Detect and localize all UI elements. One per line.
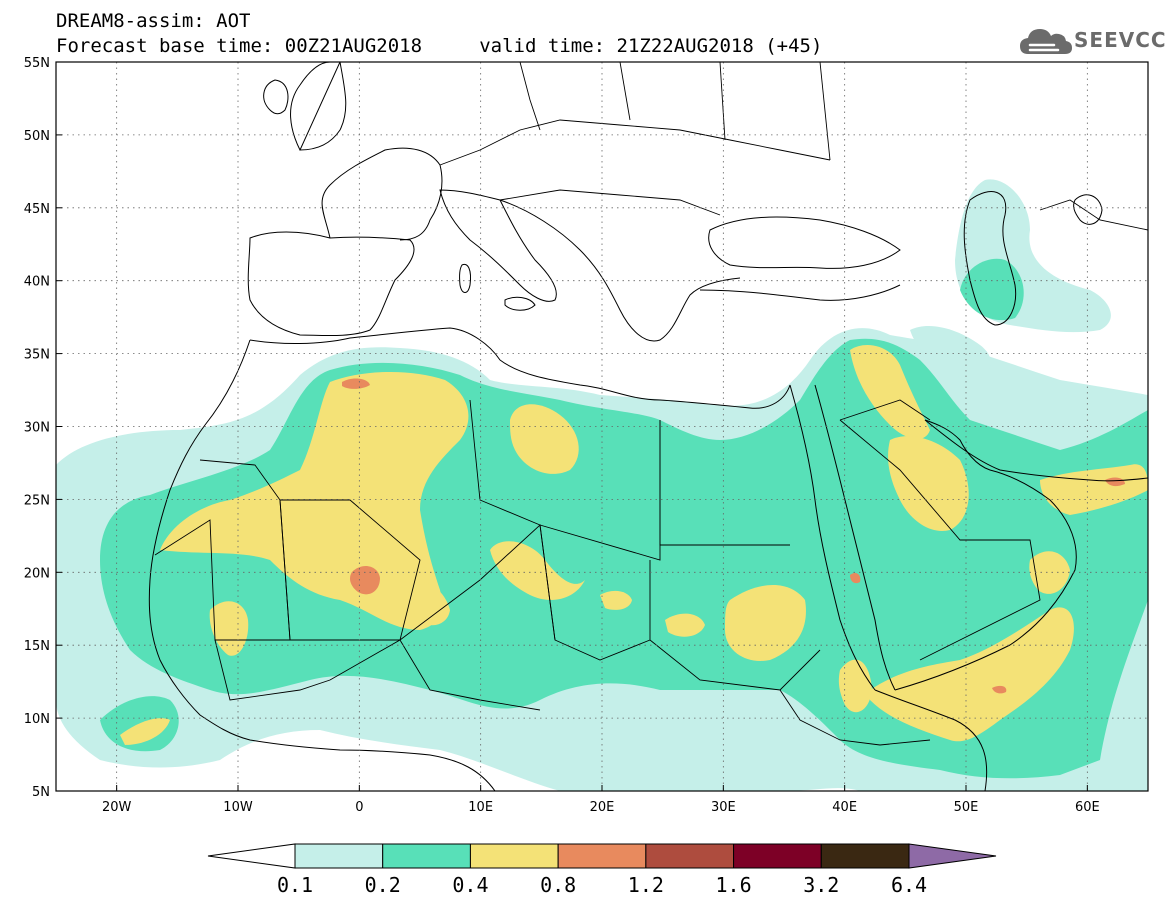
map-gridlines [56, 62, 1148, 791]
aot-region-peak-yemen [992, 685, 1007, 694]
lat-axis: 55N 50N 45N 40N 35N 30N 25N 20N 15N 10N 5N [24, 56, 62, 800]
colorbar-label: 0.8 [540, 873, 576, 897]
border-europe-3 [519, 62, 831, 161]
lon-tick-label: 10E [468, 800, 493, 815]
aot-region-gulf-high [1040, 464, 1148, 515]
lat-tick-label: 45N [24, 202, 50, 217]
border-europe-1 [439, 119, 831, 166]
border-mauritania [154, 459, 291, 641]
border-saudi [839, 419, 1041, 661]
lon-tick-label: 0 [355, 800, 363, 815]
lat-tick-label: 55N [24, 56, 50, 71]
border-central-asia [1039, 199, 1148, 231]
aot-region-arabia-north [850, 345, 930, 440]
colorbar-swatch [645, 843, 735, 869]
aot-region-persia-light [910, 325, 991, 380]
colorbar-swatch [820, 843, 910, 869]
aot-region-guinea-high [120, 718, 170, 745]
border-europe-2 [499, 189, 721, 216]
lon-tick-label: 50E [954, 800, 979, 815]
coast-iberia [247, 231, 415, 337]
coastlines [148, 62, 1148, 791]
coast-france [321, 147, 443, 241]
coast-ireland [263, 79, 289, 115]
aot-region-sahara-high [160, 371, 469, 630]
lon-tick-label: 20E [590, 800, 615, 815]
coast-arabia [894, 419, 1077, 691]
border-east-africa [779, 689, 931, 746]
lon-axis: 20W 10W 0 10E 20E 30E 40E 50E 60E [102, 785, 1100, 815]
cloud-logo-icon [1020, 29, 1072, 54]
forecast-time-line: Forecast base time: 00Z21AUG2018 valid t… [56, 35, 823, 57]
lat-tick-label: 10N [24, 712, 50, 727]
coast-sardinia [459, 263, 471, 293]
lat-tick-label: 25N [24, 493, 50, 508]
lat-tick-label: 30N [24, 421, 50, 436]
colorbar-swatch [382, 843, 471, 869]
logo-text: SEEVCCC [1074, 28, 1165, 52]
colorbar-swatch [733, 843, 822, 869]
lat-tick-label: 40N [24, 275, 50, 290]
coast-blacksea [708, 216, 901, 269]
lon-tick-label: 10W [223, 800, 253, 815]
aot-region-niger-high [408, 581, 450, 626]
colorbar-max-arrow [908, 843, 997, 869]
colorbar-swatch [294, 843, 384, 869]
border-sudan [649, 639, 821, 691]
coast-redsea-east [814, 384, 896, 691]
border-egypt [659, 420, 790, 546]
lon-tick-label: 30E [711, 800, 736, 815]
aot-region-arabia-central [888, 436, 969, 531]
aot-region-libya-high [510, 404, 579, 474]
lon-tick-label: 60E [1075, 800, 1100, 815]
colorbar-label: 6.4 [891, 873, 927, 897]
lon-tick-label: 40E [832, 800, 857, 815]
aot-region-arabia-south [870, 607, 1074, 742]
aot-region-chad-south [665, 613, 705, 637]
coast-aral [1073, 194, 1103, 225]
colorbar-label: 3.2 [803, 873, 839, 897]
aot-region-sudan-small [600, 590, 632, 610]
colorbar-swatch [469, 843, 559, 869]
coast-redsea-west [789, 384, 876, 691]
coast-west-africa [148, 339, 496, 791]
border-niger [399, 524, 556, 641]
aot-region-chad-high [490, 541, 585, 600]
colorbar-label: 1.2 [628, 873, 664, 897]
border-iraq [839, 399, 931, 421]
lon-tick-label: 20W [102, 800, 132, 815]
coast-balkans [499, 199, 741, 342]
coast-north-africa [249, 327, 791, 409]
aot-region-peak-algeria [350, 566, 380, 595]
lat-tick-label: 35N [24, 348, 50, 363]
coast-britain [290, 62, 347, 151]
lat-tick-label: 50N [24, 129, 50, 144]
aot-region-oman [1029, 551, 1070, 594]
colorbar-label: 1.6 [716, 873, 752, 897]
lat-tick-label: 15N [24, 639, 50, 654]
colorbar-swatch [557, 843, 647, 869]
aot-region-sudan-high [725, 585, 806, 661]
colorbar: 0.1 0.2 0.4 0.8 1.2 1.6 3.2 6.4 [207, 843, 997, 897]
colorbar-label: 0.1 [277, 873, 313, 897]
lat-tick-label: 20N [24, 566, 50, 581]
aot-region-peak-iran [1105, 477, 1125, 487]
colorbar-label: 0.4 [452, 873, 488, 897]
colorbar-label: 0.2 [365, 873, 401, 897]
chart-title: DREAM8-assim: AOT [56, 10, 251, 32]
coast-sicily [504, 296, 536, 311]
coast-caspian [963, 191, 1017, 326]
lat-tick-label: 5N [32, 785, 50, 800]
colorbar-min-arrow [207, 843, 296, 869]
coast-turkey [699, 284, 901, 301]
seevccc-logo: SEEVCCC [1018, 24, 1165, 58]
aot-region-caspian-medium [960, 258, 1024, 321]
border-west-africa-2 [214, 639, 541, 711]
aot-region-peak-morocco [342, 378, 370, 389]
coast-horn [874, 689, 988, 791]
aot-region-mali-high [209, 601, 249, 656]
aot-region-peak-redsea [850, 572, 861, 584]
coast-iran [924, 419, 1148, 482]
